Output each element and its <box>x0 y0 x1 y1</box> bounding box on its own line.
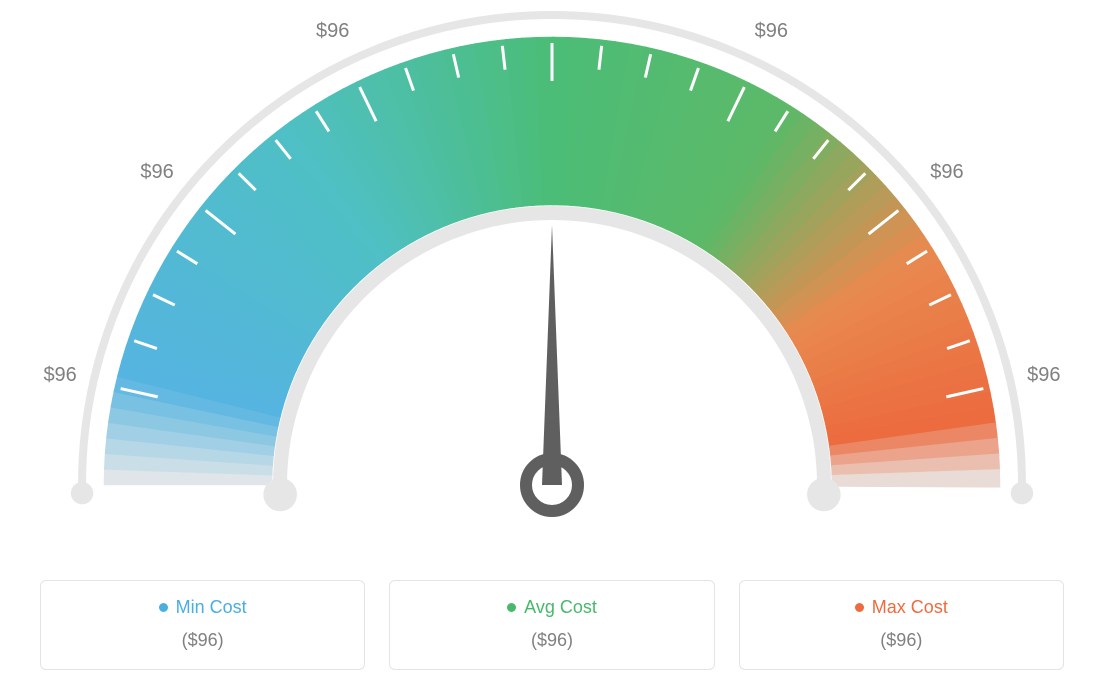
svg-text:$96: $96 <box>43 364 76 386</box>
svg-text:$96: $96 <box>930 161 963 183</box>
dot-icon <box>507 603 516 612</box>
legend-label-avg: Avg Cost <box>524 597 597 618</box>
legend-label-max: Max Cost <box>872 597 948 618</box>
svg-text:$96: $96 <box>1027 364 1060 386</box>
legend-label-min: Min Cost <box>176 597 247 618</box>
legend-title-min: Min Cost <box>159 597 247 618</box>
legend-card-avg: Avg Cost ($96) <box>389 580 714 670</box>
dot-icon <box>159 603 168 612</box>
dot-icon <box>855 603 864 612</box>
legend-row: Min Cost ($96) Avg Cost ($96) Max Cost (… <box>40 580 1064 670</box>
legend-title-avg: Avg Cost <box>507 597 597 618</box>
legend-value-min: ($96) <box>51 630 354 651</box>
svg-text:$96: $96 <box>140 161 173 183</box>
legend-value-max: ($96) <box>750 630 1053 651</box>
svg-text:$96: $96 <box>316 20 349 42</box>
svg-text:$96: $96 <box>755 20 788 42</box>
legend-card-max: Max Cost ($96) <box>739 580 1064 670</box>
legend-card-min: Min Cost ($96) <box>40 580 365 670</box>
gauge-chart: $96$96$96$96$96$96$96 <box>0 0 1104 560</box>
gauge-svg: $96$96$96$96$96$96$96 <box>0 0 1104 560</box>
legend-value-avg: ($96) <box>400 630 703 651</box>
legend-title-max: Max Cost <box>855 597 948 618</box>
